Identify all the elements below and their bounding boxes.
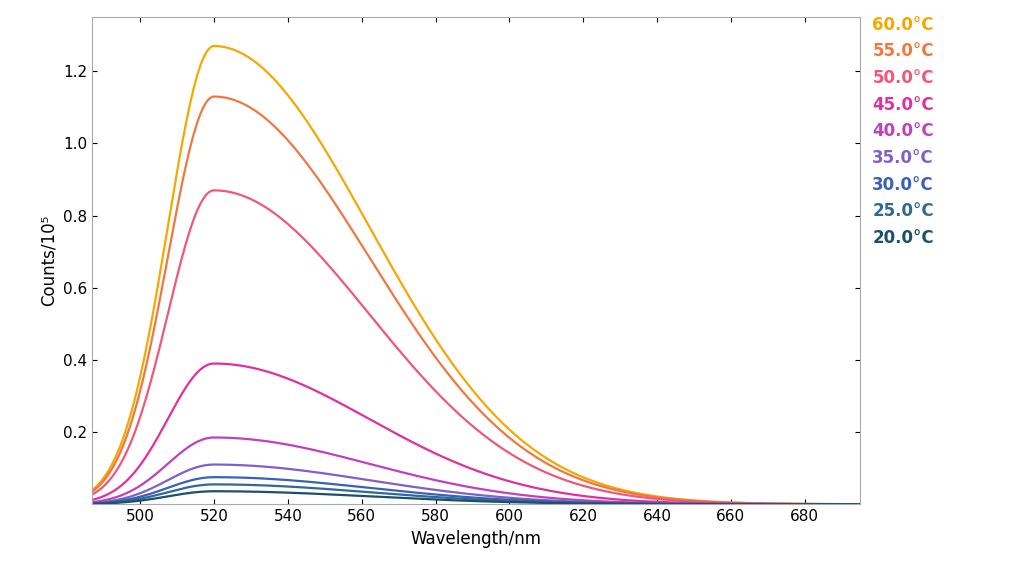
30.0°C xyxy=(831,501,844,508)
25.0°C xyxy=(854,501,866,508)
X-axis label: Wavelength/nm: Wavelength/nm xyxy=(411,529,542,548)
Line: 45.0°C: 45.0°C xyxy=(92,363,860,504)
20.0°C xyxy=(833,501,845,508)
40.0°C xyxy=(854,501,866,508)
35.0°C xyxy=(86,500,98,507)
20.0°C xyxy=(460,497,472,504)
45.0°C xyxy=(460,463,472,470)
40.0°C xyxy=(125,488,137,494)
50.0°C xyxy=(125,438,137,445)
45.0°C xyxy=(831,501,844,508)
30.0°C xyxy=(439,492,452,499)
40.0°C xyxy=(460,483,472,490)
45.0°C xyxy=(691,500,703,507)
45.0°C xyxy=(208,360,220,367)
40.0°C xyxy=(86,499,98,505)
50.0°C xyxy=(854,501,866,508)
30.0°C xyxy=(460,493,472,500)
45.0°C xyxy=(439,455,452,462)
60.0°C xyxy=(691,497,703,504)
35.0°C xyxy=(831,501,844,508)
Line: 25.0°C: 25.0°C xyxy=(92,484,860,504)
25.0°C xyxy=(691,501,703,508)
35.0°C xyxy=(208,461,220,468)
40.0°C xyxy=(208,434,220,441)
20.0°C xyxy=(831,501,844,508)
40.0°C xyxy=(831,501,844,508)
Line: 40.0°C: 40.0°C xyxy=(92,438,860,504)
30.0°C xyxy=(833,501,845,508)
45.0°C xyxy=(125,473,137,480)
50.0°C xyxy=(691,499,703,505)
60.0°C xyxy=(125,409,137,415)
25.0°C xyxy=(831,501,844,508)
60.0°C xyxy=(86,486,98,493)
55.0°C xyxy=(854,501,866,508)
35.0°C xyxy=(833,501,845,508)
50.0°C xyxy=(86,491,98,498)
55.0°C xyxy=(691,497,703,504)
40.0°C xyxy=(439,479,452,486)
40.0°C xyxy=(833,501,845,508)
50.0°C xyxy=(833,501,845,508)
25.0°C xyxy=(439,494,452,501)
35.0°C xyxy=(439,488,452,494)
Line: 20.0°C: 20.0°C xyxy=(92,491,860,504)
60.0°C xyxy=(831,501,844,508)
60.0°C xyxy=(208,42,220,49)
30.0°C xyxy=(691,501,703,508)
30.0°C xyxy=(854,501,866,508)
60.0°C xyxy=(439,351,452,358)
Line: 60.0°C: 60.0°C xyxy=(92,46,860,504)
60.0°C xyxy=(854,501,866,508)
60.0°C xyxy=(833,501,845,508)
20.0°C xyxy=(439,497,452,504)
25.0°C xyxy=(460,496,472,503)
50.0°C xyxy=(460,417,472,424)
55.0°C xyxy=(86,488,98,495)
20.0°C xyxy=(854,501,866,508)
35.0°C xyxy=(125,493,137,500)
55.0°C xyxy=(208,93,220,100)
55.0°C xyxy=(460,392,472,399)
40.0°C xyxy=(691,500,703,507)
35.0°C xyxy=(460,490,472,497)
20.0°C xyxy=(125,498,137,505)
30.0°C xyxy=(125,496,137,503)
55.0°C xyxy=(125,419,137,426)
30.0°C xyxy=(86,500,98,507)
50.0°C xyxy=(439,398,452,405)
25.0°C xyxy=(86,500,98,507)
20.0°C xyxy=(208,488,220,494)
35.0°C xyxy=(854,501,866,508)
30.0°C xyxy=(208,474,220,481)
35.0°C xyxy=(691,500,703,507)
Line: 50.0°C: 50.0°C xyxy=(92,190,860,504)
25.0°C xyxy=(833,501,845,508)
50.0°C xyxy=(208,187,220,194)
20.0°C xyxy=(86,500,98,507)
50.0°C xyxy=(831,501,844,508)
55.0°C xyxy=(439,367,452,374)
60.0°C xyxy=(460,378,472,385)
25.0°C xyxy=(208,481,220,488)
45.0°C xyxy=(854,501,866,508)
45.0°C xyxy=(833,501,845,508)
Line: 35.0°C: 35.0°C xyxy=(92,465,860,504)
55.0°C xyxy=(833,501,845,508)
Legend: 60.0°C, 55.0°C, 50.0°C, 45.0°C, 40.0°C, 35.0°C, 30.0°C, 25.0°C, 20.0°C: 60.0°C, 55.0°C, 50.0°C, 45.0°C, 40.0°C, … xyxy=(872,16,934,247)
Line: 55.0°C: 55.0°C xyxy=(92,97,860,504)
20.0°C xyxy=(691,501,703,508)
Y-axis label: Counts/10⁵: Counts/10⁵ xyxy=(40,215,57,307)
Line: 30.0°C: 30.0°C xyxy=(92,477,860,504)
25.0°C xyxy=(125,497,137,504)
45.0°C xyxy=(86,496,98,503)
55.0°C xyxy=(831,501,844,508)
